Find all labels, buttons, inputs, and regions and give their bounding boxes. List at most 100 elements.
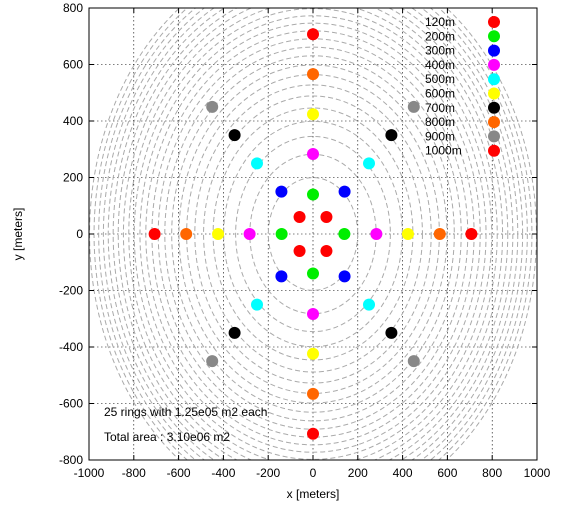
x-tick-label: 0 bbox=[310, 466, 317, 480]
data-point-400m bbox=[243, 228, 256, 240]
ring bbox=[102, 8, 524, 460]
x-axis-label: x [meters] bbox=[287, 487, 340, 501]
ring bbox=[93, 8, 533, 460]
legend-label: 200m bbox=[425, 29, 455, 43]
annotation-total-area: Total area : 3.10e06 m2 bbox=[104, 430, 230, 444]
data-point-600m bbox=[401, 228, 414, 240]
data-point-700m bbox=[385, 129, 398, 142]
legend-label: 600m bbox=[425, 87, 455, 101]
legend-marker bbox=[488, 30, 500, 43]
y-tick-label: -800 bbox=[59, 453, 83, 467]
ring bbox=[267, 177, 359, 291]
x-tick-label: 400 bbox=[393, 466, 413, 480]
legend: 120m200m300m400m500m600m700m800m900m1000… bbox=[425, 15, 500, 158]
x-tick-label: -600 bbox=[167, 466, 191, 480]
data-point-900m bbox=[407, 100, 420, 113]
ring bbox=[112, 8, 514, 460]
x-tick-label: 1000 bbox=[524, 466, 551, 480]
legend-label: 400m bbox=[425, 58, 455, 72]
legend-marker bbox=[488, 58, 500, 71]
data-point-1000m bbox=[307, 28, 319, 41]
data-point-1000m bbox=[148, 228, 161, 240]
ring bbox=[171, 55, 455, 413]
legend-marker bbox=[488, 16, 500, 28]
y-tick-label: 600 bbox=[63, 58, 83, 72]
data-point-500m bbox=[363, 298, 375, 311]
y-axis-label: y [meters] bbox=[11, 208, 25, 261]
data-point-700m bbox=[228, 326, 241, 339]
legend-marker bbox=[488, 130, 500, 143]
data-point-120m bbox=[293, 244, 306, 257]
y-tick-label: -600 bbox=[59, 397, 83, 411]
ring bbox=[235, 135, 391, 333]
legend-label: 800m bbox=[425, 115, 455, 129]
x-tick-label: -400 bbox=[211, 466, 235, 480]
ring bbox=[122, 8, 504, 460]
ring bbox=[139, 15, 487, 453]
data-point-900m bbox=[206, 355, 219, 368]
y-tick-label: -200 bbox=[59, 284, 83, 298]
x-tick-label: 200 bbox=[348, 466, 368, 480]
x-tick-label: -200 bbox=[256, 466, 280, 480]
legend-marker bbox=[488, 87, 500, 100]
data-point-200m bbox=[275, 228, 288, 240]
data-point-800m bbox=[307, 387, 319, 400]
y-tick-label: 200 bbox=[63, 171, 83, 185]
data-point-120m bbox=[320, 244, 333, 257]
data-point-500m bbox=[363, 157, 375, 170]
ring bbox=[98, 8, 528, 460]
annotation-rings: 25 rings with 1.25e05 m2 each bbox=[104, 405, 267, 419]
legend-label: 300m bbox=[425, 44, 455, 58]
data-point-600m bbox=[212, 228, 225, 240]
x-tick-label: 800 bbox=[482, 466, 502, 480]
data-point-400m bbox=[370, 228, 383, 240]
data-point-600m bbox=[307, 108, 319, 121]
data-point-300m bbox=[338, 185, 351, 198]
data-point-800m bbox=[433, 228, 446, 240]
ring bbox=[128, 8, 498, 460]
ring bbox=[194, 84, 432, 384]
data-point-200m bbox=[338, 228, 351, 240]
data-point-300m bbox=[275, 270, 288, 283]
ring bbox=[145, 22, 481, 446]
legend-marker bbox=[488, 44, 500, 57]
data-points bbox=[148, 28, 478, 440]
data-point-120m bbox=[320, 211, 333, 224]
data-point-800m bbox=[180, 228, 193, 240]
ring bbox=[117, 8, 509, 460]
legend-label: 700m bbox=[425, 101, 455, 115]
axis-ticks: -1000 -800 -600 -400 -200 0 200 400 600 800 1000-8… bbox=[59, 1, 551, 480]
ring bbox=[164, 46, 462, 422]
data-point-300m bbox=[275, 185, 288, 198]
legend-marker bbox=[488, 116, 500, 129]
data-point-200m bbox=[307, 188, 319, 201]
data-point-900m bbox=[206, 100, 219, 113]
data-point-200m bbox=[307, 267, 319, 280]
data-point-1000m bbox=[465, 228, 478, 240]
y-tick-label: -400 bbox=[59, 340, 83, 354]
y-tick-label: 400 bbox=[63, 114, 83, 128]
data-point-400m bbox=[307, 307, 319, 320]
data-point-300m bbox=[338, 270, 351, 283]
ring bbox=[203, 95, 423, 373]
data-point-800m bbox=[307, 68, 319, 81]
data-point-900m bbox=[407, 355, 420, 368]
y-tick-label: 0 bbox=[76, 227, 83, 241]
data-point-400m bbox=[307, 148, 319, 161]
x-tick-label: -1000 bbox=[74, 466, 105, 480]
data-point-120m bbox=[293, 211, 306, 224]
x-tick-label: 600 bbox=[437, 466, 457, 480]
y-tick-label: 800 bbox=[63, 1, 83, 15]
data-point-1000m bbox=[307, 427, 319, 440]
data-point-700m bbox=[385, 326, 398, 339]
legend-label: 900m bbox=[425, 129, 455, 143]
legend-label: 120m bbox=[425, 15, 455, 29]
legend-marker bbox=[488, 101, 500, 114]
legend-marker bbox=[488, 144, 500, 157]
legend-marker bbox=[488, 73, 500, 86]
data-point-500m bbox=[251, 298, 263, 311]
data-point-600m bbox=[307, 347, 319, 360]
data-point-700m bbox=[228, 129, 241, 142]
ring bbox=[178, 64, 448, 404]
data-point-500m bbox=[251, 157, 263, 170]
